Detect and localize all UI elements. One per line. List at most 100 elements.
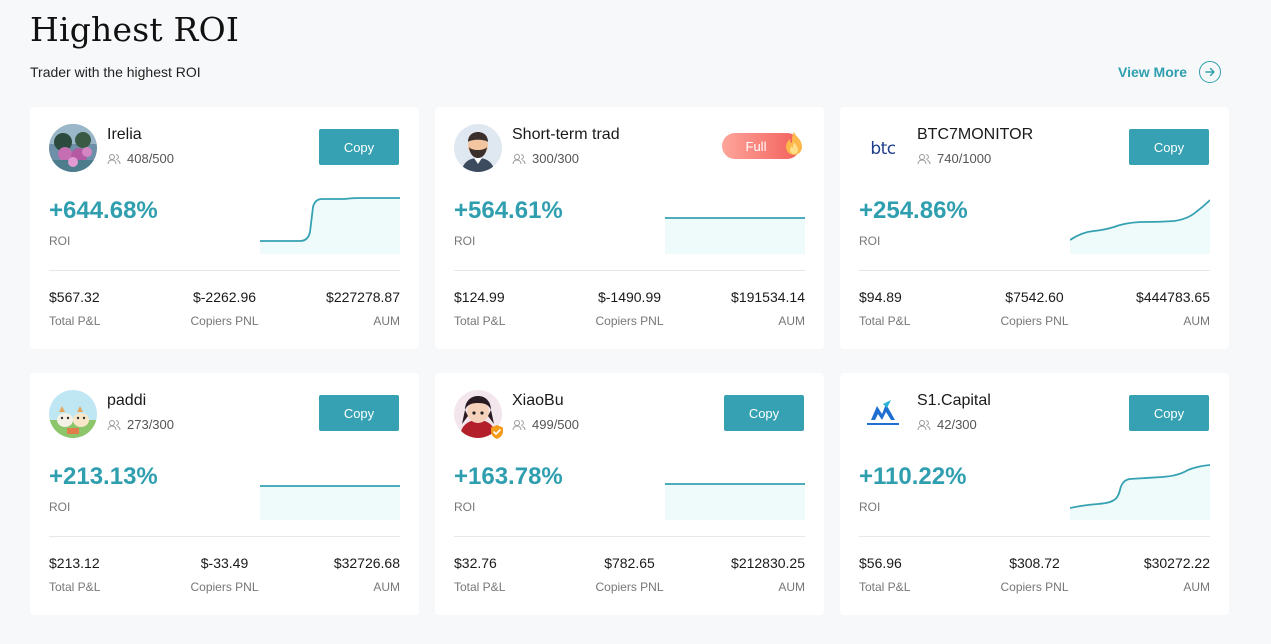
copiers-pnl-label: Copiers PNL [1000, 580, 1069, 594]
total-pnl-value: $124.99 [454, 289, 505, 305]
bearded-man-avatar [454, 124, 502, 172]
card-divider [454, 270, 805, 271]
copy-button[interactable]: Copy [319, 129, 399, 165]
followers-value: 42/300 [937, 417, 977, 432]
trader-card[interactable]: paddi 273/300 Copy +213.13% ROI $213.12 … [30, 373, 419, 615]
total-pnl-label: Total P&L [859, 314, 911, 328]
followers-count: 499/500 [512, 417, 579, 432]
roi-label: ROI [49, 234, 71, 248]
aum-label: AUM [778, 314, 805, 328]
followers-count: 273/300 [107, 417, 174, 432]
total-pnl-label: Total P&L [454, 314, 506, 328]
followers-value: 273/300 [127, 417, 174, 432]
trader-name: Irelia [107, 126, 142, 143]
users-icon [917, 419, 931, 430]
copiers-pnl-value: $308.72 [1009, 555, 1060, 571]
copy-button[interactable]: Copy [319, 395, 399, 431]
followers-value: 408/500 [127, 151, 174, 166]
roi-label: ROI [49, 500, 71, 514]
users-icon [107, 419, 121, 430]
arrow-right-icon [1199, 61, 1221, 83]
roi-sparkline [665, 483, 805, 520]
copiers-pnl-label: Copiers PNL [1000, 314, 1069, 328]
roi-label: ROI [454, 500, 476, 514]
aum-label: AUM [373, 580, 400, 594]
followers-count: 42/300 [917, 417, 977, 432]
copy-button[interactable]: Copy [1129, 129, 1209, 165]
roi-sparkline [1070, 199, 1210, 254]
users-icon [107, 153, 121, 164]
followers-value: 300/300 [532, 151, 579, 166]
trader-grid: Irelia 408/500 Copy +644.68% ROI $567.32… [30, 107, 1229, 615]
roi-sparkline [260, 197, 400, 254]
copiers-pnl-label: Copiers PNL [190, 580, 259, 594]
trader-name: S1.Capital [917, 392, 991, 409]
roi-value: +213.13% [49, 463, 158, 490]
svg-text:btc: btc [870, 139, 895, 159]
aum-value: $32726.68 [333, 555, 400, 571]
copiers-pnl-value: $-33.49 [200, 555, 249, 571]
copiers-pnl-value: $-1490.99 [597, 289, 662, 305]
users-icon [512, 419, 526, 430]
roi-value: +163.78% [454, 463, 563, 490]
copiers-pnl-value: $782.65 [604, 555, 655, 571]
card-divider [454, 536, 805, 537]
roi-label: ROI [859, 500, 881, 514]
aum-label: AUM [1183, 580, 1210, 594]
roi-sparkline [260, 485, 400, 520]
aum-value: $444783.65 [1136, 289, 1210, 305]
total-pnl-label: Total P&L [454, 580, 506, 594]
total-pnl-value: $56.96 [859, 555, 902, 571]
copiers-pnl-label: Copiers PNL [190, 314, 259, 328]
aum-value: $191534.14 [731, 289, 805, 305]
total-pnl-label: Total P&L [49, 314, 101, 328]
view-more-label: View More [1118, 64, 1187, 80]
trader-card[interactable]: Irelia 408/500 Copy +644.68% ROI $567.32… [30, 107, 419, 349]
view-more-link[interactable]: View More [1118, 61, 1221, 83]
total-pnl-label: Total P&L [49, 580, 101, 594]
aum-value: $227278.87 [326, 289, 400, 305]
roi-label: ROI [859, 234, 881, 248]
users-icon [512, 153, 526, 164]
aum-value: $212830.25 [731, 555, 805, 571]
card-divider [49, 270, 400, 271]
copy-button[interactable]: Copy [1129, 395, 1209, 431]
roi-sparkline [665, 217, 805, 254]
btc-logo-avatar: btc [859, 124, 907, 172]
followers-count: 300/300 [512, 151, 579, 166]
copy-button[interactable]: Copy [724, 395, 804, 431]
copiers-pnl-value: $7542.60 [1005, 289, 1064, 305]
page-subtitle: Trader with the highest ROI [30, 64, 201, 80]
aum-value: $30272.22 [1143, 555, 1210, 571]
copiers-pnl-label: Copiers PNL [595, 314, 664, 328]
trader-card[interactable]: S1.Capital 42/300 Copy +110.22% ROI $56.… [840, 373, 1229, 615]
anime-character-avatar [454, 390, 503, 439]
cartoon-animals-avatar [49, 390, 97, 438]
total-pnl-label: Total P&L [859, 580, 911, 594]
total-pnl-value: $213.12 [49, 555, 100, 571]
full-badge: Full [722, 130, 804, 162]
copiers-pnl-label: Copiers PNL [595, 580, 664, 594]
card-divider [859, 270, 1210, 271]
fire-icon [786, 132, 802, 155]
trader-card[interactable]: XiaoBu 499/500 Copy +163.78% ROI $32.76 … [435, 373, 824, 615]
followers-count: 740/1000 [917, 151, 991, 166]
roi-sparkline [1070, 464, 1210, 520]
total-pnl-value: $32.76 [454, 555, 497, 571]
roi-value: +110.22% [859, 463, 967, 490]
card-divider [859, 536, 1210, 537]
copiers-pnl-value: $-2262.96 [192, 289, 257, 305]
trader-name: paddi [107, 392, 147, 409]
total-pnl-value: $94.89 [859, 289, 902, 305]
aum-label: AUM [778, 580, 805, 594]
roi-value: +254.86% [859, 197, 968, 224]
trader-card[interactable]: Short-term trad 300/300 Full +564.61% RO… [435, 107, 824, 349]
followers-count: 408/500 [107, 151, 174, 166]
landscape-avatar [49, 124, 97, 172]
roi-value: +564.61% [454, 197, 563, 224]
aum-label: AUM [1183, 314, 1210, 328]
trader-card[interactable]: btc BTC7MONITOR 740/1000 Copy +254.86% R… [840, 107, 1229, 349]
roi-label: ROI [454, 234, 476, 248]
verified-badge-icon [491, 425, 503, 439]
aum-label: AUM [373, 314, 400, 328]
